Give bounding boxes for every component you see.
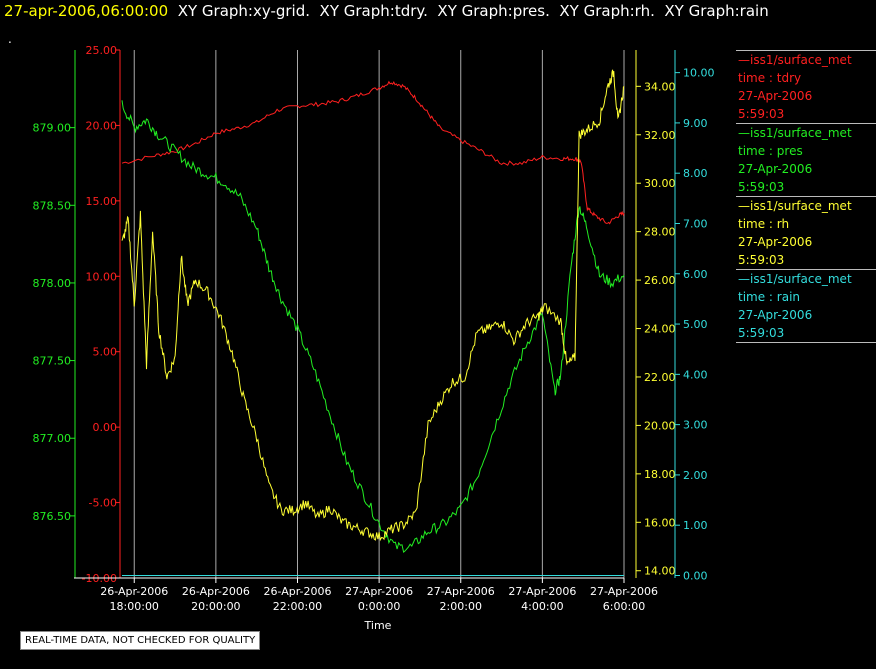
rain-tick-label: 8.00 — [683, 167, 708, 180]
legend-field: time : tdry — [738, 71, 802, 85]
x-tick-time: 18:00:00 — [110, 600, 159, 613]
x-tick-time: 2:00:00 — [440, 600, 482, 613]
x-tick-date: 27-Apr-2006 — [508, 585, 576, 598]
rh-tick-label: 20.00 — [644, 419, 676, 432]
rain-tick-label: 7.00 — [683, 217, 708, 230]
x-tick-time: 20:00:00 — [191, 600, 240, 613]
legend-time: 5:59:03 — [738, 180, 785, 194]
header-dot: . — [8, 32, 12, 46]
rain-tick-label: 9.00 — [683, 117, 708, 130]
legend-name: —iss1/surface_met — [738, 199, 852, 213]
rh-tick-label: 14.00 — [644, 565, 676, 578]
x-tick-time: 4:00:00 — [521, 600, 563, 613]
legend-field: time : rain — [738, 290, 801, 304]
series-line-rh — [121, 69, 625, 542]
legend-date: 27-Apr-2006 — [738, 308, 813, 322]
rain-tick-label: 3.00 — [683, 419, 708, 432]
x-tick-time: 22:00:00 — [273, 600, 322, 613]
legend-name: —iss1/surface_met — [738, 272, 852, 286]
x-tick-date: 27-Apr-2006 — [345, 585, 413, 598]
rain-tick-label: 5.00 — [683, 318, 708, 331]
legend-name: —iss1/surface_met — [738, 126, 852, 140]
x-tick-date: 27-Apr-2006 — [427, 585, 495, 598]
rain-tick-label: 4.00 — [683, 368, 708, 381]
rain-tick-label: 0.00 — [683, 569, 708, 582]
x-tick-date: 26-Apr-2006 — [100, 585, 168, 598]
x-tick-time: 0:00:00 — [358, 600, 400, 613]
rh-tick-label: 16.00 — [644, 516, 676, 529]
pres-tick-label: 877.50 — [33, 355, 72, 368]
rh-tick-label: 26.00 — [644, 274, 676, 287]
pres-tick-label: 879.00 — [33, 122, 72, 135]
tdry-tick-label: 15.00 — [86, 195, 118, 208]
pres-tick-label: 876.50 — [33, 510, 72, 523]
legend-field: time : pres — [738, 144, 803, 158]
tdry-tick-label: 10.00 — [86, 270, 118, 283]
series-line-pres — [121, 100, 625, 553]
legend-name: —iss1/surface_met — [738, 53, 852, 67]
chart-axes: -10.00-5.000.005.0010.0015.0020.0025.008… — [33, 44, 715, 585]
rh-tick-label: 32.00 — [644, 129, 676, 142]
chart-header: 27-apr-2006,06:00:00 XY Graph:xy-grid. X… — [4, 2, 769, 20]
rh-tick-label: 18.00 — [644, 468, 676, 481]
rain-tick-label: 1.00 — [683, 519, 708, 532]
legend-field: time : rh — [738, 217, 790, 231]
series-line-tdry — [121, 80, 625, 225]
rain-tick-label: 6.00 — [683, 268, 708, 281]
x-tick-date: 26-Apr-2006 — [263, 585, 331, 598]
legend-date: 27-Apr-2006 — [738, 89, 813, 103]
legend-date: 27-Apr-2006 — [738, 162, 813, 176]
legend-time: 5:59:03 — [738, 253, 785, 267]
rh-tick-label: 34.00 — [644, 80, 676, 93]
header-graph-list: XY Graph:xy-grid. XY Graph:tdry. XY Grap… — [168, 2, 769, 20]
legend: —iss1/surface_met time : tdry 27-Apr-2006 5… — [736, 50, 876, 343]
chart-series — [121, 69, 625, 576]
legend-time: 5:59:03 — [738, 107, 785, 121]
rh-tick-label: 30.00 — [644, 177, 676, 190]
rh-tick-label: 28.00 — [644, 226, 676, 239]
rain-tick-label: 10.00 — [683, 67, 715, 80]
x-axis: 26-Apr-2006 18:00:00 26-Apr-2006 20:00:00 26… — [74, 577, 658, 632]
tdry-tick-label: 0.00 — [93, 421, 118, 434]
pres-tick-label: 878.00 — [33, 277, 72, 290]
legend-time: 5:59:03 — [738, 326, 785, 340]
header-timestamp: 27-apr-2006,06:00:00 — [4, 2, 169, 20]
tdry-tick-label: 20.00 — [86, 119, 118, 132]
chart-grid — [133, 50, 625, 578]
quality-notice: REAL-TIME DATA, NOT CHECKED FOR QUALITY — [20, 631, 261, 650]
x-tick-time: 6:00:00 — [603, 600, 645, 613]
x-tick-date: 26-Apr-2006 — [182, 585, 250, 598]
legend-date: 27-Apr-2006 — [738, 235, 813, 249]
x-axis-label: Time — [364, 619, 392, 632]
legend-end-rule — [736, 342, 876, 343]
tdry-tick-label: 5.00 — [93, 346, 118, 359]
pres-tick-label: 877.00 — [33, 432, 72, 445]
rain-tick-label: 2.00 — [683, 469, 708, 482]
rh-tick-label: 24.00 — [644, 323, 676, 336]
tdry-tick-label: -5.00 — [89, 497, 117, 510]
tdry-tick-label: 25.00 — [86, 44, 118, 57]
pres-tick-label: 878.50 — [33, 199, 72, 212]
x-tick-date: 27-Apr-2006 — [590, 585, 658, 598]
rh-tick-label: 22.00 — [644, 371, 676, 384]
